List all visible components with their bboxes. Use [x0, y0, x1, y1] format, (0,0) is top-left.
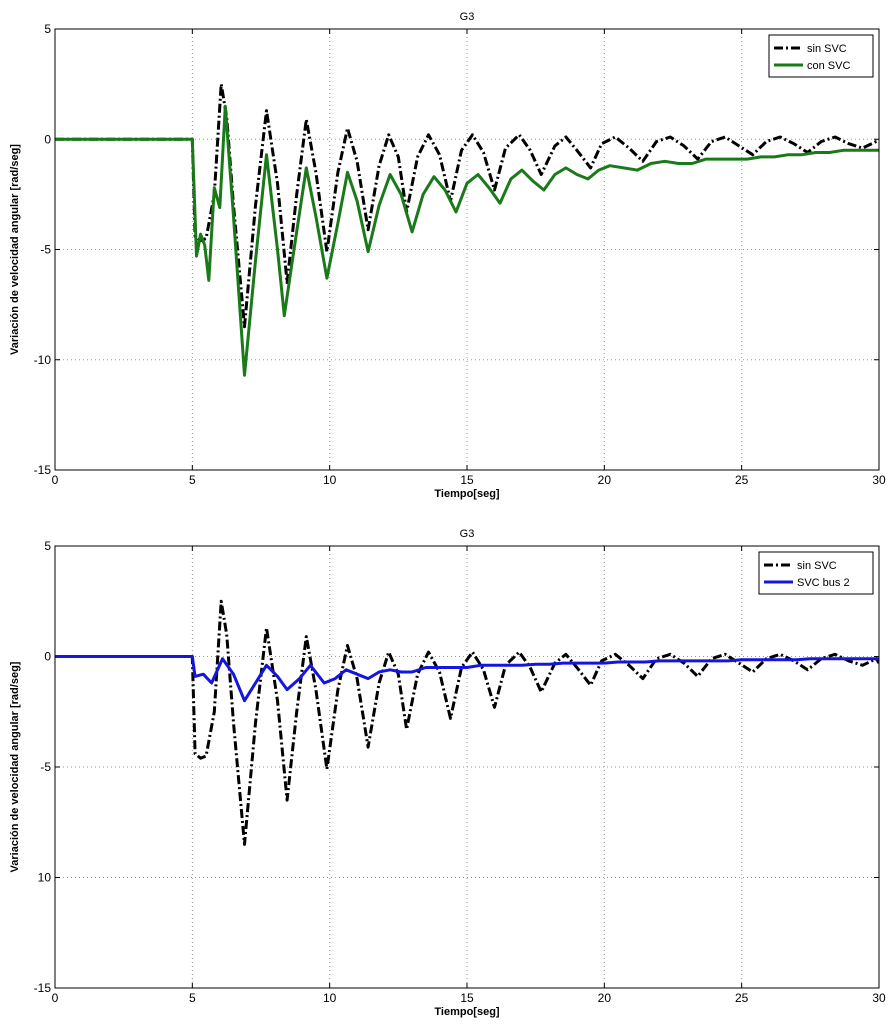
legend-label: con SVC: [807, 60, 850, 72]
y-tick-label: 5: [44, 539, 51, 553]
y-axis-label: Variación de velocidad angular [rad/seg]: [9, 661, 21, 872]
legend-label: sin SVC: [807, 43, 847, 55]
x-tick-label: 10: [323, 473, 337, 487]
axes-frame: [54, 545, 880, 989]
x-tick-label: 15: [460, 473, 474, 487]
series-line-sin-svc: [55, 82, 879, 329]
chart-title: G3: [460, 11, 475, 23]
x-tick-label: 25: [735, 473, 749, 487]
y-tick-label: -5: [40, 760, 51, 774]
y-axis-label: Variación de velocidad angular [rad/seg]: [9, 144, 21, 355]
y-tick-label: -10: [34, 353, 52, 367]
y-tick-label: -15: [34, 463, 52, 477]
x-tick-label: 20: [598, 991, 612, 1005]
axes-frame: [54, 28, 880, 471]
x-tick-label: 20: [598, 473, 612, 487]
x-tick-label: 0: [52, 473, 59, 487]
chart-title: G3: [460, 528, 475, 540]
y-tick-label: 0: [44, 650, 51, 664]
series-line-con-svc: [55, 104, 879, 377]
x-tick-label: 10: [323, 991, 337, 1005]
x-tick-label: 30: [872, 991, 886, 1005]
y-tick-label: 10: [38, 871, 52, 885]
y-tick-label: -5: [40, 243, 51, 257]
legend-label: SVC bus 2: [797, 577, 850, 589]
x-tick-label: 0: [52, 991, 59, 1005]
plot-bottom: 0 5 10 15 20 25 30 5 0 -5 10 -15 G3 Tiempo[seg] Variac…: [9, 528, 886, 1018]
legend-label: sin SVC: [797, 560, 837, 572]
series-line-svc-bus-2: [55, 655, 879, 703]
y-tick-label: 0: [44, 132, 51, 146]
x-tick-label: 25: [735, 991, 749, 1005]
y-tick-label: -15: [34, 981, 52, 995]
y-tick-label: 5: [44, 22, 51, 36]
plot-top: 0 5 10 15 20 25 30 5 0 -5 -10 -15 G3 Tiempo[seg] Varia…: [9, 11, 886, 500]
x-tick-label: 15: [460, 991, 474, 1005]
legend-box: [768, 34, 874, 78]
x-axis-label: Tiempo[seg]: [434, 1006, 500, 1018]
x-tick-label: 30: [872, 473, 886, 487]
x-tick-label: 5: [189, 991, 196, 1005]
x-tick-label: 5: [189, 473, 196, 487]
legend-box: [758, 551, 874, 595]
x-axis-label: Tiempo[seg]: [434, 488, 500, 500]
